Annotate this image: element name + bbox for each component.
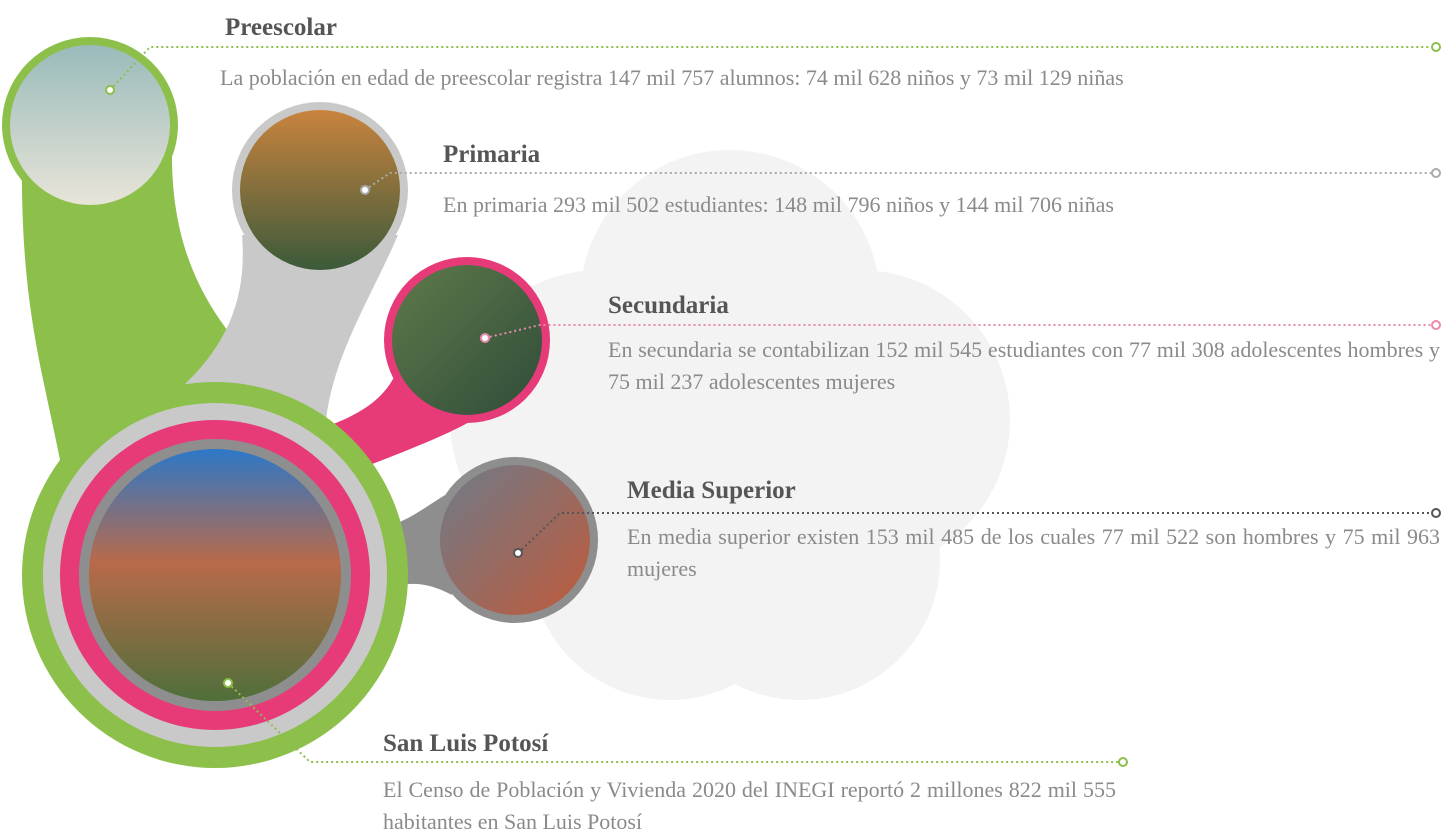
photo-san-luis [89, 449, 341, 701]
item-text: La población en edad de preescolar regis… [220, 62, 1445, 94]
item-title: San Luis Potosí [383, 730, 548, 758]
item-text: En secundaria se contabilizan 152 mil 54… [608, 334, 1440, 398]
item-text: En media superior existen 153 mil 485 de… [627, 521, 1440, 585]
item-text: En primaria 293 mil 502 estudiantes: 148… [443, 189, 1433, 221]
item-text: El Censo de Población y Vivienda 2020 de… [383, 774, 1116, 834]
photo-media [440, 465, 590, 615]
photo-preescolar [10, 45, 170, 205]
item-title: Primaria [443, 141, 540, 169]
item-title: Media Superior [627, 477, 796, 505]
photo-primaria [240, 110, 400, 270]
infographic: Preescolar La población en edad de prees… [0, 0, 1449, 834]
photo-secundaria [392, 265, 542, 415]
item-title: Secundaria [608, 292, 729, 320]
item-title: Preescolar [225, 14, 337, 42]
graphics [0, 0, 1449, 834]
